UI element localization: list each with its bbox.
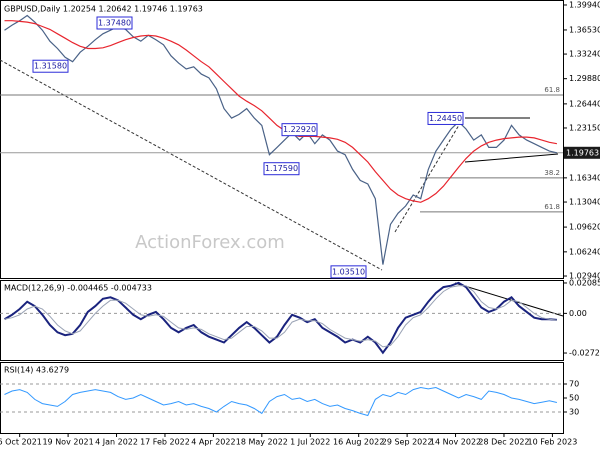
series-line	[3, 281, 557, 355]
annotation-box	[32, 59, 69, 73]
annotation-box	[281, 123, 318, 137]
series-line	[4, 285, 557, 348]
annotation-label: 1.24450	[429, 114, 462, 123]
y-tick-label: 1.33240	[569, 50, 600, 59]
annotation-box	[96, 16, 133, 30]
last-price-label: 1.19763	[566, 148, 599, 157]
x-tick-label: 4 Apr 2022	[191, 438, 235, 447]
watermark: ActionForex.com	[135, 232, 285, 253]
annotation-box	[427, 111, 464, 125]
y-tick-label: 1.23150	[569, 123, 600, 132]
panel-title: RSI(14) 43.6279	[4, 366, 69, 375]
last-price-box	[564, 146, 600, 159]
x-tick-label: 17 Feb 2022	[140, 438, 190, 447]
annotation-box	[263, 162, 300, 176]
annotation-label: 1.31580	[34, 62, 67, 71]
series-line	[4, 14, 558, 265]
support-line	[464, 153, 559, 163]
y-tick-label: 1.36530	[569, 25, 600, 34]
panel-title: MACD(12,26,9) -0.004465 -0.004733	[4, 284, 152, 293]
annotation-label: 1.17590	[265, 164, 298, 173]
y-tick-label: 1.39940	[569, 0, 600, 9]
annotation-box	[330, 265, 367, 279]
x-tick-label: 14 Nov 2022	[430, 438, 481, 447]
annotation-label: 1.22920	[283, 125, 316, 134]
x-tick-label: 6 Oct 2021	[0, 438, 42, 447]
x-tick-label: 19 Nov 2021	[42, 438, 93, 447]
y-tick-label: -0.027213	[569, 349, 600, 358]
series-line	[4, 386, 558, 417]
y-tick-label: 1.16340	[569, 173, 600, 182]
y-tick-label: 30	[569, 408, 579, 417]
x-tick-label: 4 Jan 2022	[95, 438, 138, 447]
x-tick-label: 1 Jul 2022	[290, 438, 330, 447]
x-tick-label: 10 Feb 2023	[528, 438, 578, 447]
y-tick-label: 1.02940	[569, 272, 600, 281]
fib-label: 61.8	[544, 203, 560, 211]
trendline	[394, 119, 463, 233]
x-tick-label: 28 Dec 2022	[478, 438, 529, 447]
y-tick-label: 1.29880	[569, 74, 600, 83]
series-line	[4, 20, 558, 203]
y-tick-label: 1.06240	[569, 247, 600, 256]
x-tick-label: 18 May 2022	[236, 438, 288, 447]
y-tick-label: 0.00	[569, 309, 587, 318]
price-frame	[0, 0, 564, 279]
x-tick-label: 29 Sep 2022	[382, 438, 433, 447]
panel-title: GBPUSD,Daily 1.20254 1.20642 1.19746 1.1…	[4, 5, 203, 14]
y-tick-label: 1.13040	[569, 198, 600, 207]
fib-label: 38.2	[544, 169, 560, 177]
y-tick-label: 50	[569, 394, 579, 403]
annotation-label: 1.37480	[98, 19, 131, 28]
x-tick-label: 16 Aug 2022	[333, 438, 384, 447]
y-tick-label: 1.09620	[569, 223, 600, 232]
y-tick-label: 1.26440	[569, 99, 600, 108]
annotation-label: 1.03510	[332, 267, 365, 276]
fib-label: 61.8	[544, 86, 560, 94]
macd-frame	[0, 280, 564, 361]
y-tick-label: 70	[569, 380, 579, 389]
y-tick-label: 0.020858	[569, 278, 600, 287]
